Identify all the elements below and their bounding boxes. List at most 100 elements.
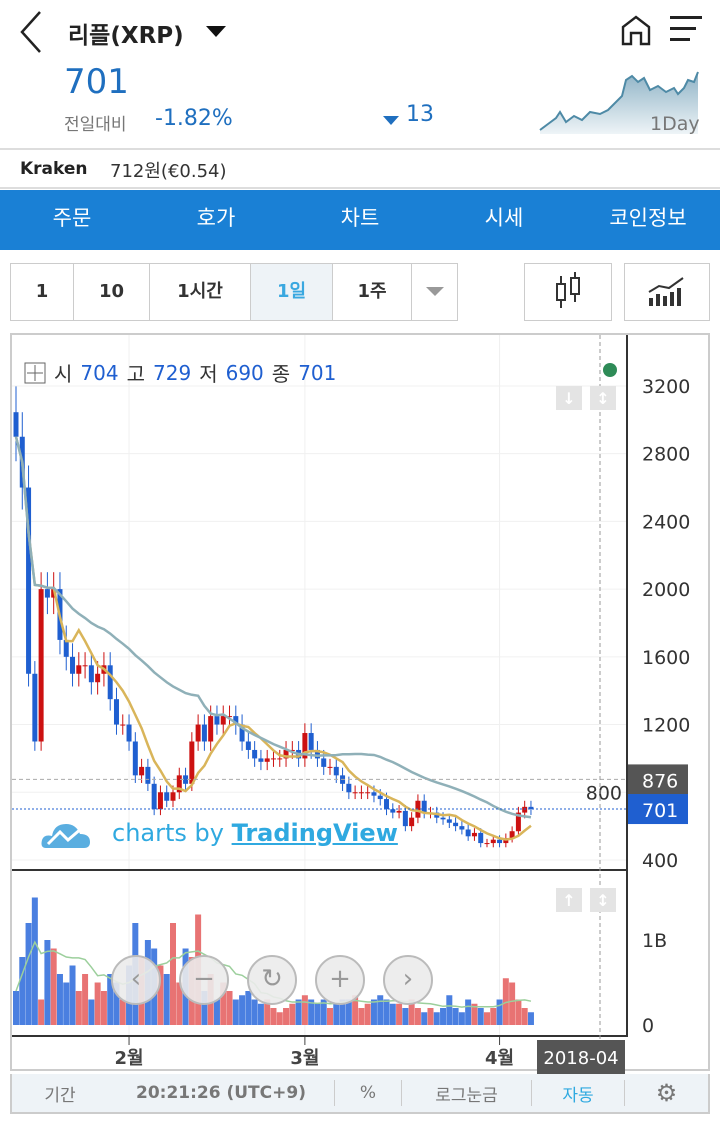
- candle-body: [333, 766, 339, 776]
- candle-body: [70, 656, 76, 674]
- candlestick-icon: [556, 272, 580, 308]
- candle-body: [164, 792, 170, 801]
- candle-body: [44, 589, 50, 598]
- candle-body: [283, 749, 289, 759]
- watermark-brand[interactable]: TradingView: [231, 819, 398, 847]
- volume-bar: [13, 991, 19, 1025]
- open-label: 시: [54, 362, 73, 386]
- period-more-button[interactable]: [411, 263, 458, 321]
- dropdown-caret-icon[interactable]: [206, 26, 226, 38]
- volume-bar: [527, 1012, 534, 1025]
- auto-scale-button[interactable]: 자동: [562, 1085, 594, 1106]
- volume-tick-label: 0: [642, 1015, 654, 1037]
- change-label: 전일대비: [64, 115, 127, 135]
- timezone-button[interactable]: 20:21:26 (UTC+9): [136, 1083, 306, 1103]
- open-value: 704: [80, 360, 119, 385]
- scroll-left-button[interactable]: ‹: [111, 955, 161, 1005]
- period-10min[interactable]: 10: [73, 263, 150, 321]
- candle-body: [239, 724, 245, 742]
- scroll-right-button[interactable]: ›: [383, 955, 433, 1005]
- menu-icon[interactable]: [670, 16, 702, 42]
- tab-market[interactable]: 시세: [484, 206, 524, 230]
- price-tick-label: 1600: [642, 647, 690, 669]
- back-icon[interactable]: [18, 10, 44, 54]
- pane-control-button[interactable]: [556, 888, 582, 912]
- volume-bar: [176, 982, 183, 1025]
- candle-body: [365, 792, 371, 794]
- tradingview-watermark[interactable]: charts by TradingView: [40, 816, 398, 850]
- period-range-button[interactable]: 기간: [44, 1085, 76, 1106]
- volume-bar: [232, 999, 239, 1025]
- tab-coin-info[interactable]: 코인정보: [609, 206, 687, 230]
- volume-bar: [515, 999, 522, 1025]
- candle-body: [107, 665, 113, 700]
- volume-bar: [220, 982, 227, 1025]
- candle-body: [126, 724, 132, 742]
- candle-body: [277, 758, 283, 760]
- volume-bar: [446, 995, 453, 1025]
- percent-scale-button[interactable]: %: [359, 1083, 377, 1103]
- period-1week[interactable]: 1주: [332, 263, 412, 321]
- pane-control-button[interactable]: [590, 386, 616, 410]
- volume-bar: [94, 982, 101, 1025]
- volume-tick-label: 1B: [642, 930, 667, 952]
- candle-body: [384, 799, 390, 810]
- volume-bar: [490, 1008, 497, 1025]
- candle-body: [402, 810, 408, 827]
- candle-body: [176, 775, 182, 793]
- volume-bar: [345, 999, 352, 1025]
- candle-body: [509, 831, 515, 838]
- candle-body: [113, 699, 119, 725]
- candle-body: [421, 800, 427, 813]
- candle-body: [270, 758, 276, 760]
- crosshair-date-box: [537, 1040, 625, 1074]
- candle-body: [377, 795, 383, 800]
- settings-gear-icon[interactable]: ⚙: [655, 1079, 678, 1107]
- volume-bar: [308, 999, 315, 1025]
- volume-bar: [352, 995, 359, 1025]
- period-1day[interactable]: 1일: [250, 263, 333, 321]
- volume-bar: [327, 1008, 333, 1025]
- home-icon[interactable]: [620, 14, 652, 46]
- coin-title[interactable]: 리플(XRP): [68, 23, 184, 49]
- candle-body: [327, 766, 333, 768]
- tab-orderbook[interactable]: 호가: [196, 206, 236, 230]
- chart-area[interactable]: [10, 333, 710, 1071]
- chart-type-button[interactable]: [524, 263, 612, 321]
- candle-body: [522, 806, 528, 813]
- log-scale-button[interactable]: 로그눈금: [435, 1085, 498, 1106]
- ma-long-line: [14, 436, 532, 819]
- pane-control-button[interactable]: [556, 386, 582, 410]
- x-tick-label: 3월: [290, 1048, 319, 1069]
- volume-bar: [239, 995, 246, 1025]
- volume-bar: [226, 991, 233, 1025]
- period-1min[interactable]: 1: [10, 263, 74, 321]
- candle-body: [26, 487, 32, 674]
- zoom-in-button[interactable]: +: [315, 955, 365, 1005]
- x-tick-label: 4월: [485, 1048, 514, 1069]
- candle-body: [440, 817, 446, 820]
- tradingview-logo-icon: [41, 824, 90, 848]
- exchange-name: Kraken: [20, 159, 88, 179]
- period-1hour[interactable]: 1시간: [149, 263, 251, 321]
- zoom-out-button[interactable]: −: [179, 955, 229, 1005]
- sparkline[interactable]: [538, 68, 702, 134]
- price-tick-label: 2800: [642, 444, 690, 466]
- volume-bar: [452, 1008, 459, 1025]
- pane-control-button[interactable]: [590, 888, 616, 912]
- candle-body: [471, 832, 477, 837]
- candle-body: [478, 832, 484, 844]
- candle-body: [289, 749, 295, 751]
- crosshair-icon[interactable]: [24, 362, 46, 384]
- tab-order[interactable]: 주문: [52, 206, 92, 230]
- volume-bar: [502, 978, 509, 1025]
- arrow-up-icon: ↑: [562, 891, 575, 910]
- reset-button[interactable]: ↻: [247, 955, 297, 1005]
- expand-icon: ↕: [596, 891, 609, 910]
- tab-chart[interactable]: 차트: [340, 206, 380, 230]
- candle-body: [63, 639, 69, 657]
- volume-bar: [56, 974, 63, 1025]
- price-chart[interactable]: 400 800 1200 1600 2000 2400 2800 3200 2월 3월 4월 0 1B 8…: [0, 0, 720, 1075]
- indicator-button[interactable]: [624, 263, 710, 321]
- volume-bar: [283, 1008, 290, 1025]
